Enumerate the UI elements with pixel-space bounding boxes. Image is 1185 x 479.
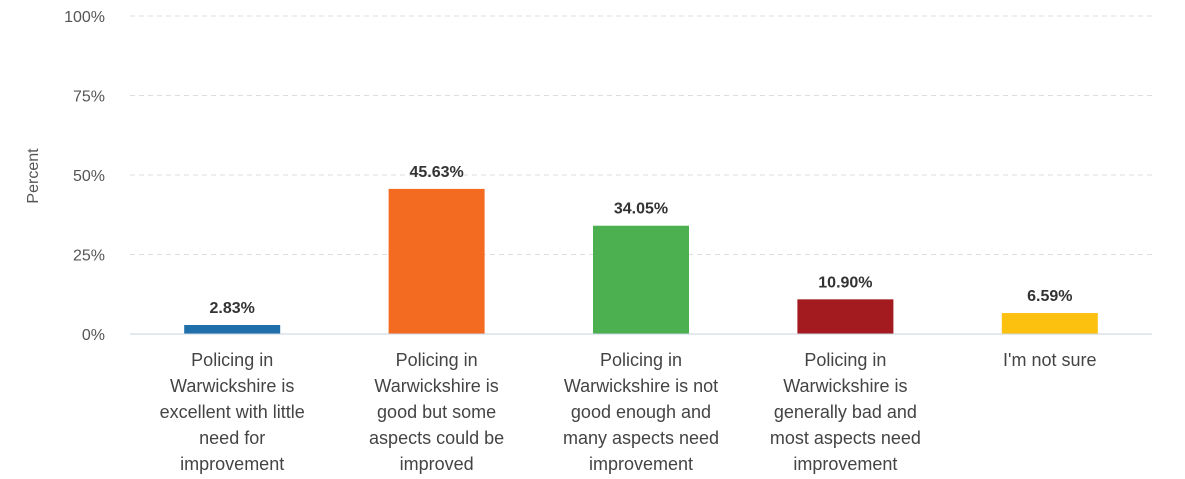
- data-label: 34.05%: [614, 201, 668, 218]
- category-label-line: Policing in: [191, 350, 273, 370]
- category-label-line: Warwickshire is: [783, 376, 907, 396]
- category-label-line: Policing in: [396, 350, 478, 370]
- data-label: 10.90%: [818, 274, 872, 291]
- bar: [593, 225, 689, 334]
- bars: [184, 188, 1098, 334]
- category-label: Policing in Warwickshire is good but some a…: [369, 350, 504, 474]
- bar: [184, 325, 281, 334]
- category-label-line: Warwickshire is: [170, 376, 294, 396]
- y-tick-label: 75%: [73, 89, 105, 106]
- y-tick-label: 100%: [64, 9, 105, 26]
- category-label-line: I'm not sure: [1003, 350, 1096, 370]
- category-label: Policing in Warwickshire is not good enoug…: [563, 350, 719, 474]
- category-label-line: Warwickshire is not: [564, 376, 718, 396]
- category-label-line: generally bad and: [774, 402, 917, 422]
- category-label-line: improvement: [793, 454, 897, 474]
- bar: [1001, 313, 1098, 334]
- category-label-line: improved: [400, 454, 474, 474]
- category-label-line: Policing in: [600, 350, 682, 370]
- category-label-line: aspects could be: [369, 428, 504, 448]
- category-label-line: many aspects need: [563, 428, 719, 448]
- y-axis-title: Percent: [25, 148, 42, 204]
- category-label-line: improvement: [180, 454, 284, 474]
- bar: [388, 188, 485, 334]
- category-label: Policing in Warwickshire is excellent with…: [160, 350, 305, 474]
- category-label: Policing in Warwickshire is generally bad …: [770, 350, 921, 474]
- category-label-line: most aspects need: [770, 428, 921, 448]
- data-label: 2.83%: [210, 300, 255, 317]
- gridlines: [130, 15, 1152, 255]
- category-labels: Policing in Warwickshire is excellent with…: [160, 350, 1097, 474]
- category-label-line: improvement: [589, 454, 693, 474]
- y-tick-label: 25%: [73, 248, 105, 265]
- bar: [797, 299, 894, 334]
- category-label-line: need for: [199, 428, 265, 448]
- category-label: I'm not sure: [1003, 350, 1096, 370]
- category-label-line: Policing in: [804, 350, 886, 370]
- data-labels: 2.83% 45.63% 34.05% 10.90% 6.59%: [210, 164, 1073, 317]
- y-axis-ticks: 0% 25% 50% 75% 100%: [64, 9, 105, 344]
- data-label: 45.63%: [409, 164, 463, 181]
- category-label-line: good enough and: [571, 402, 711, 422]
- category-label-line: good but some: [377, 402, 496, 422]
- category-label-line: Warwickshire is: [374, 376, 498, 396]
- y-tick-label: 50%: [73, 168, 105, 185]
- y-tick-label: 0%: [82, 327, 105, 344]
- data-label: 6.59%: [1027, 288, 1072, 305]
- category-label-line: excellent with little: [160, 402, 305, 422]
